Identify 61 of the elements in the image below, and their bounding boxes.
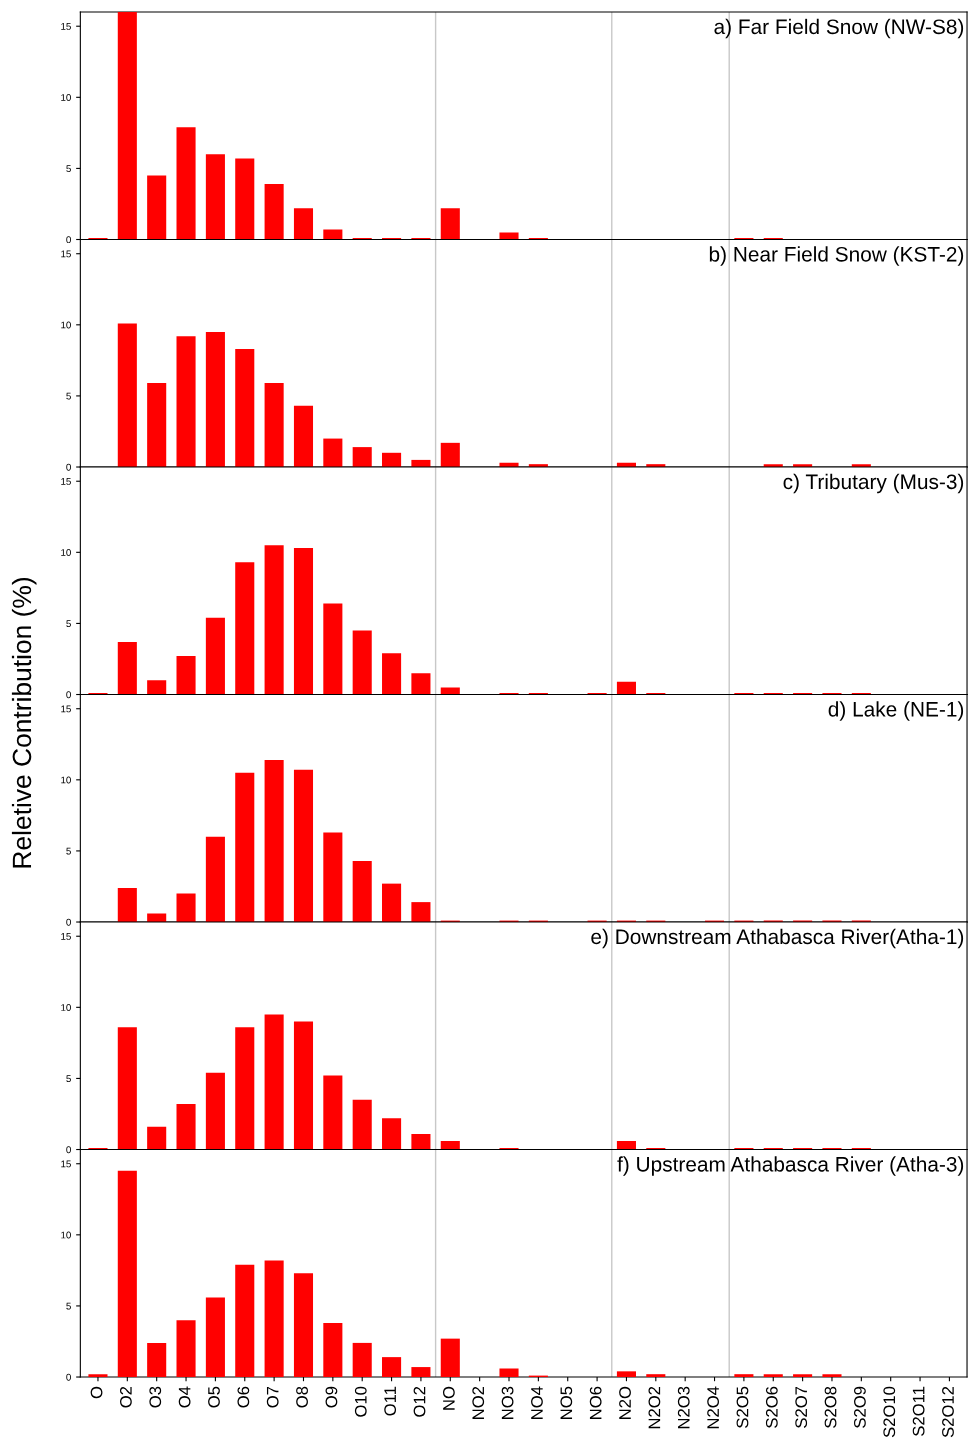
x-tick-label: O11 <box>384 1386 397 1416</box>
x-tick-label: O3 <box>149 1386 162 1408</box>
x-tick-label: O4 <box>178 1386 191 1408</box>
x-tick-label: O9 <box>325 1386 338 1408</box>
x-tick-label: S2O9 <box>854 1386 866 1428</box>
y-axis-title: Reletive Contribution (%) <box>11 577 37 868</box>
x-tick-label: O7 <box>266 1386 279 1408</box>
x-tick-label: S2O8 <box>824 1386 837 1428</box>
x-tick-label: O6 <box>237 1386 250 1408</box>
x-tick-label: S2O7 <box>795 1386 808 1428</box>
y-tick-label: 15 <box>61 705 71 713</box>
y-tick-label: 0 <box>66 1373 71 1381</box>
x-tick-label: S2O12 <box>942 1386 954 1438</box>
y-tick-label: 15 <box>61 933 71 940</box>
x-tick-label: NO <box>442 1386 455 1410</box>
chart-title: c) Tributary (Mus-3) <box>783 473 964 494</box>
x-tick-label: O <box>90 1386 103 1399</box>
y-tick-label: 5 <box>66 1302 71 1310</box>
chart-title: e) Downstream Athabasca River(Atha-1) <box>591 928 964 949</box>
x-tick-label: O8 <box>296 1386 308 1408</box>
y-tick-label: 10 <box>61 776 71 784</box>
y-tick-label: 0 <box>66 918 71 926</box>
x-tick-label: N2O2 <box>648 1386 661 1429</box>
chart-title: a) Far Field Snow (NW-S8) <box>714 18 964 39</box>
chart-title: f) Upstream Athabasca River (Atha-3) <box>617 1156 964 1176</box>
y-tick-label: 10 <box>61 549 71 556</box>
x-tick-label: O10 <box>354 1386 367 1417</box>
x-tick-label: O2 <box>119 1386 132 1408</box>
y-tick-label: 0 <box>66 691 71 699</box>
chart-title: d) Lake (NE-1) <box>828 701 964 721</box>
x-tick-label: S2O10 <box>883 1386 896 1438</box>
y-tick-label: 0 <box>66 1146 71 1154</box>
y-tick-label: 10 <box>61 94 71 101</box>
x-tick-label: O5 <box>208 1386 220 1408</box>
x-tick-label: N2O3 <box>677 1386 690 1429</box>
x-tick-label: O12 <box>413 1386 426 1417</box>
y-tick-label: 5 <box>66 1075 71 1083</box>
x-tick-label: NO6 <box>589 1386 602 1419</box>
y-tick-label: 15 <box>61 250 71 258</box>
y-tick-label: 10 <box>61 1231 71 1239</box>
x-tick-label: S2O6 <box>765 1386 778 1428</box>
y-tick-label: 0 <box>66 236 71 244</box>
x-tick-label: N2O4 <box>707 1386 720 1429</box>
y-tick-label: 15 <box>61 478 71 485</box>
y-tick-label: 10 <box>61 321 71 329</box>
y-tick-label: 10 <box>61 1004 71 1011</box>
y-tick-label: 5 <box>66 392 71 400</box>
y-tick-label: 15 <box>61 23 71 30</box>
y-tick-label: 5 <box>66 620 71 628</box>
x-tick-label: NO5 <box>560 1386 573 1419</box>
y-tick-label: 0 <box>66 463 71 471</box>
chart-title: b) Near Field Snow (KST-2) <box>709 246 964 266</box>
x-tick-label: NO4 <box>531 1386 543 1419</box>
x-tick-label: NO3 <box>501 1386 514 1419</box>
x-tick-label: NO2 <box>472 1386 485 1419</box>
y-tick-label: 5 <box>66 165 71 173</box>
x-tick-label: N2O <box>619 1386 631 1419</box>
x-tick-label: S2O11 <box>912 1386 925 1436</box>
y-tick-label: 15 <box>61 1160 71 1168</box>
x-tick-label: S2O5 <box>736 1386 749 1428</box>
y-tick-label: 5 <box>66 847 71 855</box>
